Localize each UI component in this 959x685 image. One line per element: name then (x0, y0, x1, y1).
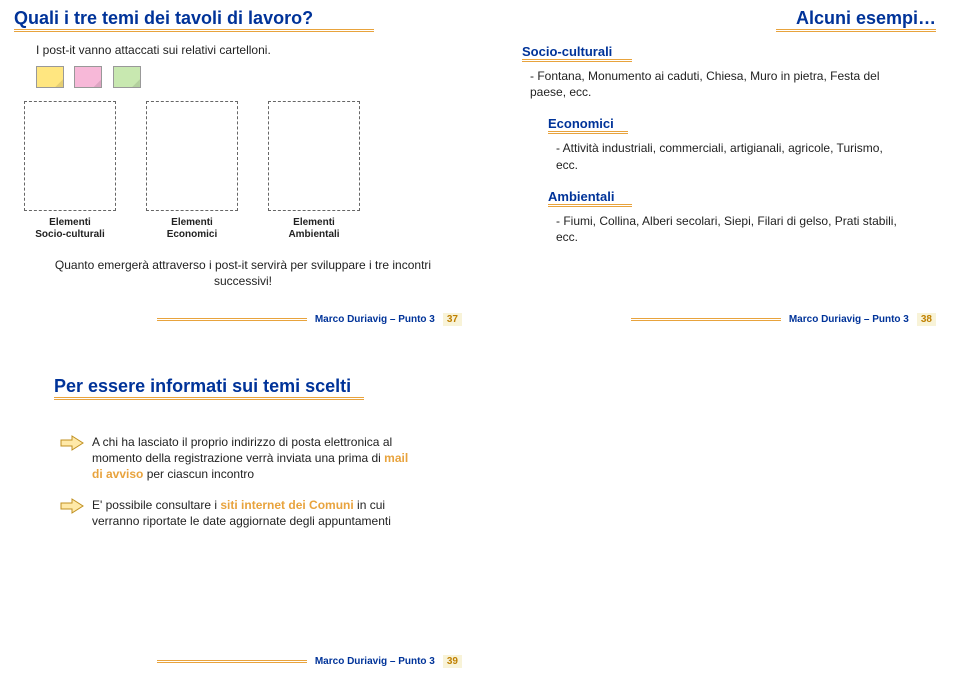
item-text-0: A chi ha lasciato il proprio indirizzo d… (92, 434, 412, 483)
boards-row: ElementiSocio-culturali ElementiEconomic… (24, 101, 472, 241)
slide-title: Per essere informati sui temi scelti (54, 376, 472, 397)
footer-text: Marco Duriavig – Punto 3 (789, 314, 909, 325)
title-underline (14, 29, 374, 32)
slide-title: Alcuni esempi… (488, 8, 946, 29)
postit-pink (74, 66, 102, 88)
list-item: A chi ha lasciato il proprio indirizzo d… (60, 434, 412, 483)
board-2: ElementiEconomici (146, 101, 238, 241)
group-text: - Fiumi, Collina, Alberi secolari, Siepi… (522, 213, 902, 245)
board-stack (146, 101, 238, 211)
arrow-icon (60, 434, 84, 452)
slide-39: Per essere informati sui temi scelti A c… (14, 350, 472, 672)
slide-38: Alcuni esempi… Socio-culturali - Fontana… (488, 8, 946, 330)
slide-37: Quali i tre temi dei tavoli di lavoro? I… (14, 8, 472, 330)
closing-note: Quanto emergerà attraverso i post-it ser… (54, 257, 432, 289)
page-number: 38 (917, 313, 936, 326)
group-text: - Fontana, Monumento ai caduti, Chiesa, … (522, 68, 882, 100)
board-stack (268, 101, 360, 211)
group-head: Economici (548, 116, 926, 131)
item-text-1: E' possibile consultare i siti internet … (92, 497, 412, 529)
board-1: ElementiSocio-culturali (24, 101, 116, 241)
board-label: ElementiAmbientali (268, 217, 360, 241)
group-head: Ambientali (548, 189, 926, 204)
group-text: - Attività industriali, commerciali, art… (522, 140, 902, 172)
page-number: 37 (443, 313, 462, 326)
group-head: Socio-culturali (522, 44, 926, 59)
postit-yellow (36, 66, 64, 88)
slide-footer: Marco Duriavig – Punto 3 37 (157, 313, 462, 326)
arrow-icon (60, 497, 84, 515)
footer-text: Marco Duriavig – Punto 3 (315, 656, 435, 667)
slide-footer: Marco Duriavig – Punto 3 38 (631, 313, 936, 326)
page-number: 39 (443, 655, 462, 668)
list-item: E' possibile consultare i siti internet … (60, 497, 412, 529)
board-label: ElementiEconomici (146, 217, 238, 241)
items: A chi ha lasciato il proprio indirizzo d… (14, 400, 472, 529)
slide-footer: Marco Duriavig – Punto 3 39 (157, 655, 462, 668)
examples-body: Socio-culturali - Fontana, Monumento ai … (488, 32, 946, 245)
postit-green (113, 66, 141, 88)
board-stack (24, 101, 116, 211)
board-label: ElementiSocio-culturali (24, 217, 116, 241)
slide-title: Quali i tre temi dei tavoli di lavoro? (14, 8, 472, 29)
board-3: ElementiAmbientali (268, 101, 360, 241)
footer-text: Marco Duriavig – Punto 3 (315, 314, 435, 325)
intro-text: I post-it vanno attaccati sui relativi c… (36, 42, 472, 58)
postit-row (36, 66, 472, 93)
